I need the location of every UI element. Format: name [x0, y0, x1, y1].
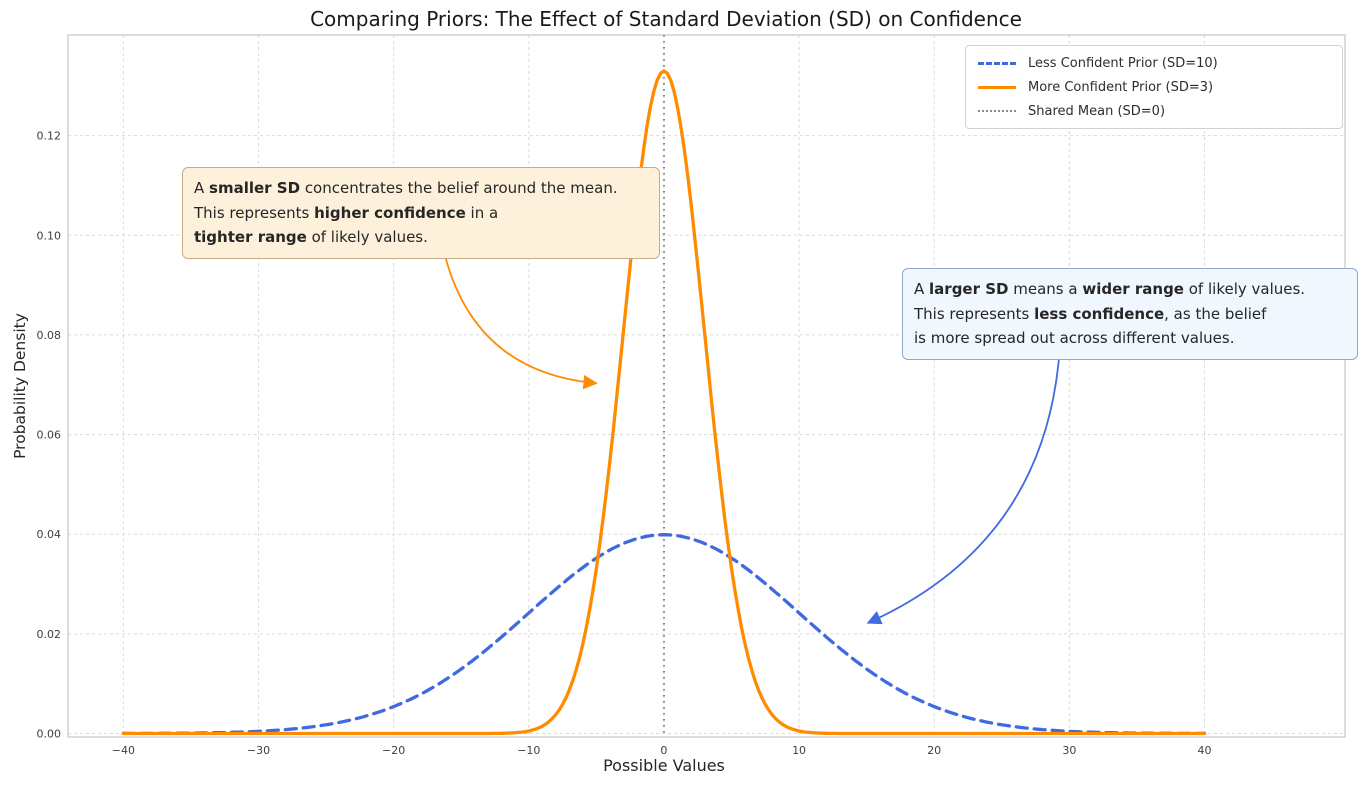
annotation-arrow [444, 255, 598, 390]
x-tick-label: −30 [247, 744, 270, 757]
legend-item-label: Shared Mean (SD=0) [1028, 103, 1166, 119]
x-tick-label: −20 [382, 744, 405, 757]
annotation-text-line: A smaller SD concentrates the belief aro… [194, 179, 618, 197]
x-tick-label: −40 [112, 744, 135, 757]
legend-item-label: Less Confident Prior (SD=10) [1028, 55, 1218, 71]
legend-item-label: More Confident Prior (SD=3) [1028, 79, 1214, 95]
annotation-text-line: This represents less confidence, as the … [914, 304, 1267, 323]
y-tick-label: 0.10 [37, 229, 62, 242]
y-tick-label: 0.02 [37, 628, 62, 641]
series-curve [121, 533, 1207, 736]
annotation-smaller-sd: A smaller SD concentrates the belief aro… [182, 167, 660, 259]
x-tick-label: −10 [517, 744, 540, 757]
y-tick-label: 0.00 [37, 728, 62, 741]
legend-item-less-confident: Less Confident Prior (SD=10) [978, 54, 1330, 72]
annotation-text-line: tighter range of likely values. [194, 228, 428, 246]
annotation-arrow [866, 347, 1061, 625]
series-curve [121, 68, 1207, 736]
legend-item-shared-mean: Shared Mean (SD=0) [978, 102, 1330, 120]
annotation-larger-sd: A larger SD means a wider range of likel… [902, 268, 1358, 360]
x-axis-label: Possible Values [603, 756, 725, 775]
annotation-text-line: is more spread out across different valu… [914, 329, 1235, 347]
legend-item-more-confident: More Confident Prior (SD=3) [978, 78, 1330, 96]
y-tick-label: 0.12 [37, 130, 62, 143]
annotation-text-line: This represents higher confidence in a [194, 203, 499, 222]
y-tick-label: 0.04 [37, 528, 62, 541]
dashed-line-sample-icon [978, 61, 1016, 65]
x-tick-label: 20 [927, 744, 941, 757]
x-tick-label: 30 [1062, 744, 1076, 757]
y-tick-label: 0.08 [37, 329, 62, 342]
x-tick-label: 40 [1197, 744, 1211, 757]
annotation-text-line: A larger SD means a wider range of likel… [914, 280, 1306, 298]
x-tick-label: 0 [660, 744, 667, 757]
dotted-line-sample-icon [978, 110, 1016, 112]
solid-line-sample-icon [978, 85, 1016, 89]
y-tick-label: 0.06 [37, 429, 62, 442]
chart-title: Comparing Priors: The Effect of Standard… [310, 7, 1022, 31]
axes-frame [67, 34, 1346, 738]
x-tick-label: 10 [792, 744, 806, 757]
legend: Less Confident Prior (SD=10) More Confid… [965, 45, 1343, 129]
